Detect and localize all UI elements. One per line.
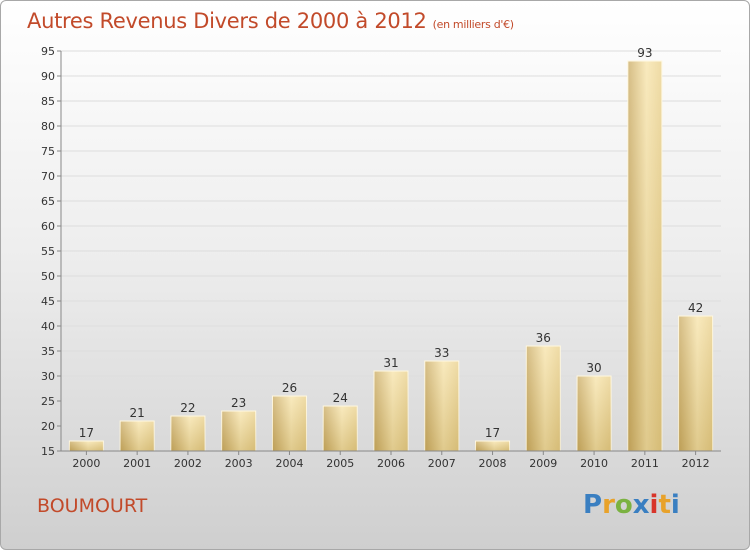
bar-shade — [170, 416, 205, 451]
x-tick-label: 2000 — [72, 457, 100, 470]
bar-value-label: 33 — [434, 346, 449, 360]
bar-shade — [577, 376, 612, 451]
y-tick-label: 70 — [41, 170, 55, 183]
x-tick-label: 2011 — [631, 457, 659, 470]
y-tick-label: 55 — [41, 245, 55, 258]
bar-value-label: 17 — [79, 426, 94, 440]
bars: 17 21 22 23 26 24 31 33 17 36 30 93 42 — [68, 46, 714, 452]
bar-shade — [323, 406, 358, 451]
x-tick-label: 2006 — [377, 457, 405, 470]
y-tick-label: 45 — [41, 295, 55, 308]
logo-letter: o — [614, 490, 633, 520]
y-tick-label: 30 — [41, 370, 55, 383]
x-tick-label: 2001 — [123, 457, 151, 470]
logo-letter: r — [602, 490, 615, 520]
bar-value-label: 17 — [485, 426, 500, 440]
bar-shade — [221, 411, 256, 451]
x-tick-label: 2003 — [225, 457, 253, 470]
y-tick-label: 90 — [41, 70, 55, 83]
bar-shade — [374, 371, 408, 451]
bar-shade — [627, 61, 662, 451]
bar-shade — [678, 316, 713, 451]
logo-letter: P — [583, 490, 603, 520]
chart-title: Autres Revenus Divers de 2000 à 2012 (en … — [27, 9, 514, 33]
x-tick-label: 2004 — [275, 457, 303, 470]
bar-value-label: 24 — [333, 391, 348, 405]
y-tick-label: 35 — [41, 345, 55, 358]
bar-value-label: 23 — [231, 396, 246, 410]
y-tick-label: 85 — [41, 95, 55, 108]
x-tick-label: 2008 — [479, 457, 507, 470]
logo-letter: i — [649, 490, 659, 520]
axes: 15 20 25 30 35 40 45 50 55 60 65 70 75 80 85 90 95 2000 20… — [41, 45, 721, 470]
bar-shade — [475, 441, 510, 451]
y-tick-label: 15 — [41, 445, 55, 458]
x-tick-label: 2010 — [580, 457, 608, 470]
y-tick-label: 25 — [41, 395, 55, 408]
bar-shade — [69, 441, 104, 451]
y-tick-label: 80 — [41, 120, 55, 133]
x-tick-label: 2002 — [174, 457, 202, 470]
bar-value-label: 42 — [688, 301, 703, 315]
logo-letter: i — [670, 490, 680, 520]
bar-shade — [526, 346, 561, 451]
logo-letter: t — [658, 490, 671, 520]
bar-value-label: 26 — [282, 381, 297, 395]
y-tick-label: 40 — [41, 320, 55, 333]
x-tick-label: 2012 — [682, 457, 710, 470]
bar-value-label: 93 — [637, 46, 652, 60]
bar-value-label: 21 — [130, 406, 145, 420]
y-tick-label: 20 — [41, 420, 55, 433]
x-tick-label: 2005 — [326, 457, 354, 470]
chart-title-text: Autres Revenus Divers de 2000 à 2012 — [27, 9, 427, 33]
x-tick-label: 2007 — [428, 457, 456, 470]
bar-value-label: 36 — [536, 331, 551, 345]
bar-value-label: 30 — [586, 361, 601, 375]
bar-value-label: 31 — [383, 356, 398, 370]
y-tick-label: 95 — [41, 45, 55, 58]
commune-name: BOUMOURT — [37, 495, 148, 517]
bar-shade — [272, 396, 307, 451]
y-tick-label: 60 — [41, 220, 55, 233]
x-tick-label: 2009 — [529, 457, 557, 470]
bar-shade — [120, 421, 155, 451]
proxiti-logo[interactable]: Proxiti — [583, 490, 680, 520]
y-tick-label: 75 — [41, 145, 55, 158]
bar-value-label: 22 — [180, 401, 195, 415]
bar-shade — [424, 361, 459, 451]
logo-letter: x — [632, 490, 650, 520]
y-tick-label: 50 — [41, 270, 55, 283]
chart-subtitle: (en milliers d'€) — [432, 18, 514, 31]
y-tick-label: 65 — [41, 195, 55, 208]
